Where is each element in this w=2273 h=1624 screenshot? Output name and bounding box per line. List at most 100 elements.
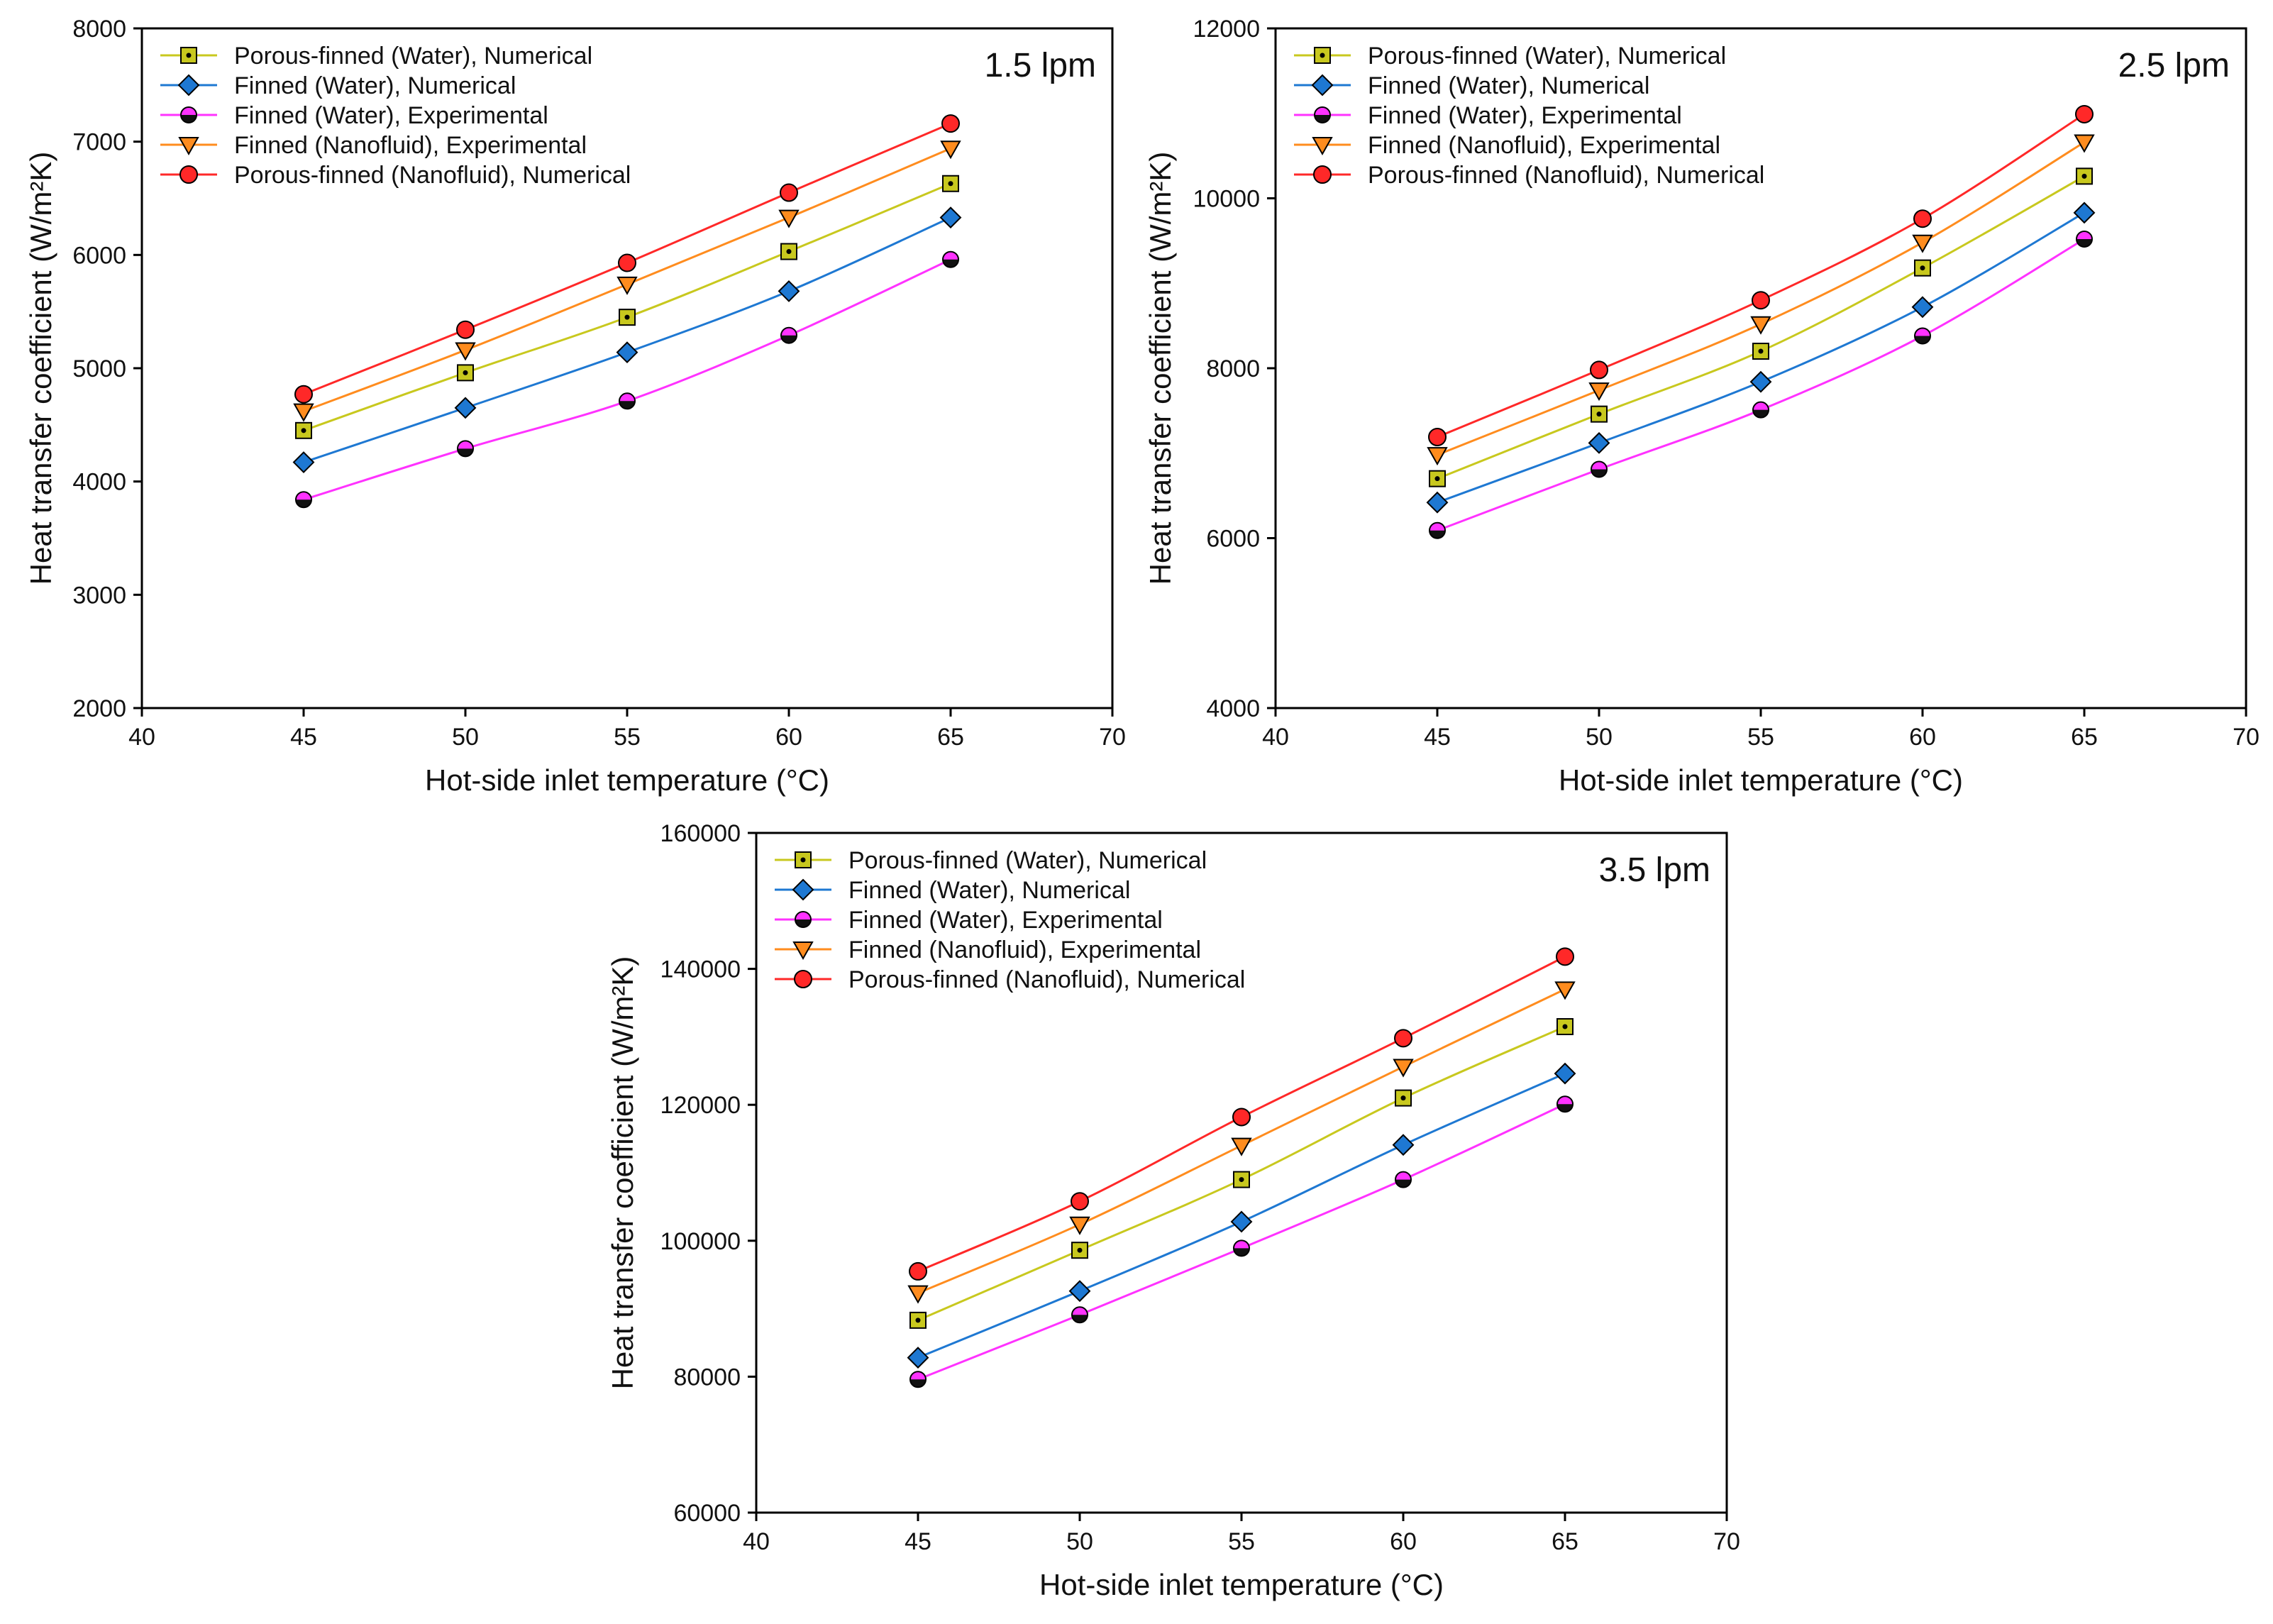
x-tick-label: 70 bbox=[1713, 1528, 1740, 1555]
y-axis-label: Heat transfer coefficient (W/m²K) bbox=[606, 956, 639, 1390]
y-tick-label: 2000 bbox=[72, 695, 126, 722]
legend-entry-finned-water-numerical: Finned (Water), Numerical bbox=[160, 72, 516, 99]
flow-rate-annotation: 2.5 lpm bbox=[2118, 47, 2230, 84]
x-tick-label: 65 bbox=[2071, 724, 2098, 751]
data-point bbox=[1752, 343, 1769, 360]
x-tick-label: 60 bbox=[1390, 1528, 1417, 1555]
series-group bbox=[292, 114, 962, 509]
data-point bbox=[1426, 491, 1449, 514]
x-tick-label: 45 bbox=[290, 724, 317, 751]
data-point bbox=[616, 341, 638, 364]
series-porous-finned-water-numerical bbox=[1429, 167, 2093, 487]
legend-entry-porous-finned-nanofluid-numerical: Porous-finned (Nanofluid), Numerical bbox=[775, 966, 1245, 993]
y-tick-label: 3000 bbox=[72, 582, 126, 609]
legend: Porous-finned (Water), Numerical Finned (… bbox=[775, 847, 1245, 993]
legend-marker bbox=[794, 970, 812, 988]
data-point bbox=[1750, 316, 1771, 335]
data-point bbox=[1071, 1306, 1088, 1324]
x-tick-label: 50 bbox=[1066, 1528, 1093, 1555]
legend-label: Finned (Water), Experimental bbox=[848, 907, 1163, 934]
legend-label: Finned (Water), Experimental bbox=[1368, 102, 1682, 129]
y-tick-label: 12000 bbox=[1193, 16, 1260, 43]
data-point bbox=[1230, 1210, 1253, 1233]
data-point bbox=[909, 1311, 927, 1329]
y-tick-label: 8000 bbox=[1206, 355, 1260, 382]
legend-label: Porous-finned (Water), Numerical bbox=[848, 847, 1207, 874]
series-porous-finned-water-numerical bbox=[295, 175, 959, 439]
legend-label: Finned (Water), Numerical bbox=[848, 877, 1130, 904]
data-point bbox=[1752, 401, 1769, 419]
data-point bbox=[455, 342, 476, 361]
legend-label: Finned (Nanofluid), Experimental bbox=[848, 937, 1201, 963]
data-point bbox=[1752, 291, 1770, 310]
legend-marker bbox=[1312, 137, 1333, 156]
data-point bbox=[940, 140, 961, 160]
x-tick-label: 60 bbox=[775, 724, 802, 751]
legend-entry-finned-water-experimental: Finned (Water), Experimental bbox=[775, 907, 1163, 934]
y-tick-label: 5000 bbox=[72, 355, 126, 382]
data-point bbox=[1588, 382, 1610, 402]
legend-marker bbox=[180, 47, 197, 64]
series-finned-water-numerical bbox=[292, 206, 962, 473]
y-tick-label: 140000 bbox=[660, 956, 741, 983]
legend-marker bbox=[178, 137, 199, 156]
x-tick-label: 50 bbox=[452, 724, 479, 751]
data-point bbox=[780, 326, 797, 344]
legend-label: Finned (Water), Numerical bbox=[1368, 72, 1649, 99]
data-point bbox=[942, 175, 959, 192]
data-point bbox=[1554, 981, 1576, 1000]
data-point bbox=[1069, 1216, 1090, 1235]
legend-entry-porous-finned-water-numerical: Porous-finned (Water), Numerical bbox=[775, 847, 1207, 874]
data-point bbox=[618, 253, 636, 272]
legend-marker bbox=[1314, 47, 1331, 64]
legend-label: Porous-finned (Water), Numerical bbox=[1368, 43, 1726, 70]
series-porous-finned-nanofluid-numerical bbox=[294, 114, 960, 404]
x-tick-label: 50 bbox=[1586, 724, 1613, 751]
data-point bbox=[778, 280, 800, 302]
data-point bbox=[1554, 1062, 1576, 1085]
data-point bbox=[456, 320, 475, 339]
data-point bbox=[1231, 1137, 1252, 1156]
legend-label: Finned (Nanofluid), Experimental bbox=[234, 132, 587, 159]
data-point bbox=[454, 397, 477, 419]
data-point bbox=[941, 114, 960, 133]
data-point bbox=[1395, 1089, 1412, 1107]
data-point bbox=[1393, 1059, 1414, 1078]
data-point bbox=[1392, 1134, 1415, 1156]
series-porous-finned-water-numerical bbox=[909, 1018, 1574, 1329]
series-finned-water-experimental bbox=[1429, 230, 2093, 539]
data-point bbox=[457, 364, 474, 382]
data-point bbox=[457, 440, 474, 458]
data-point bbox=[2074, 134, 2095, 153]
data-point bbox=[1068, 1280, 1091, 1303]
series-finned-water-experimental bbox=[295, 250, 959, 509]
axis-ticks: 40 45 50 55 60 65 70 60000 80000 100000 120000 1400… bbox=[660, 820, 1740, 1555]
legend-marker bbox=[1311, 74, 1334, 96]
legend-entry-porous-finned-nanofluid-numerical: Porous-finned (Nanofluid), Numerical bbox=[1294, 162, 1764, 189]
data-point bbox=[939, 206, 962, 229]
x-tick-label: 45 bbox=[905, 1528, 931, 1555]
axis-ticks: 40 45 50 55 60 65 70 2000 3000 4000 5000 6000 7000 80… bbox=[72, 16, 1126, 751]
data-point bbox=[1071, 1242, 1088, 1259]
x-axis-label: Hot-side inlet temperature (°C) bbox=[425, 763, 829, 797]
y-tick-label: 6000 bbox=[1206, 526, 1260, 553]
data-point bbox=[1556, 1095, 1574, 1113]
data-point bbox=[295, 421, 312, 439]
legend-entry-finned-nanofluid-experimental: Finned (Nanofluid), Experimental bbox=[1294, 132, 1720, 159]
data-point bbox=[1914, 327, 1931, 345]
data-point bbox=[1233, 1171, 1250, 1188]
x-tick-label: 40 bbox=[128, 724, 155, 751]
x-tick-label: 70 bbox=[2233, 724, 2260, 751]
data-point bbox=[909, 1371, 927, 1388]
series-finned-nanofluid-experimental bbox=[293, 140, 961, 422]
x-tick-label: 40 bbox=[743, 1528, 770, 1555]
y-tick-label: 10000 bbox=[1193, 186, 1260, 213]
series-finned-water-numerical bbox=[907, 1062, 1576, 1369]
data-point bbox=[1914, 259, 1931, 277]
legend-marker bbox=[1313, 165, 1332, 184]
data-point bbox=[619, 392, 636, 410]
data-point bbox=[295, 491, 312, 509]
y-tick-label: 4000 bbox=[1206, 695, 1260, 722]
y-tick-label: 7000 bbox=[72, 129, 126, 156]
